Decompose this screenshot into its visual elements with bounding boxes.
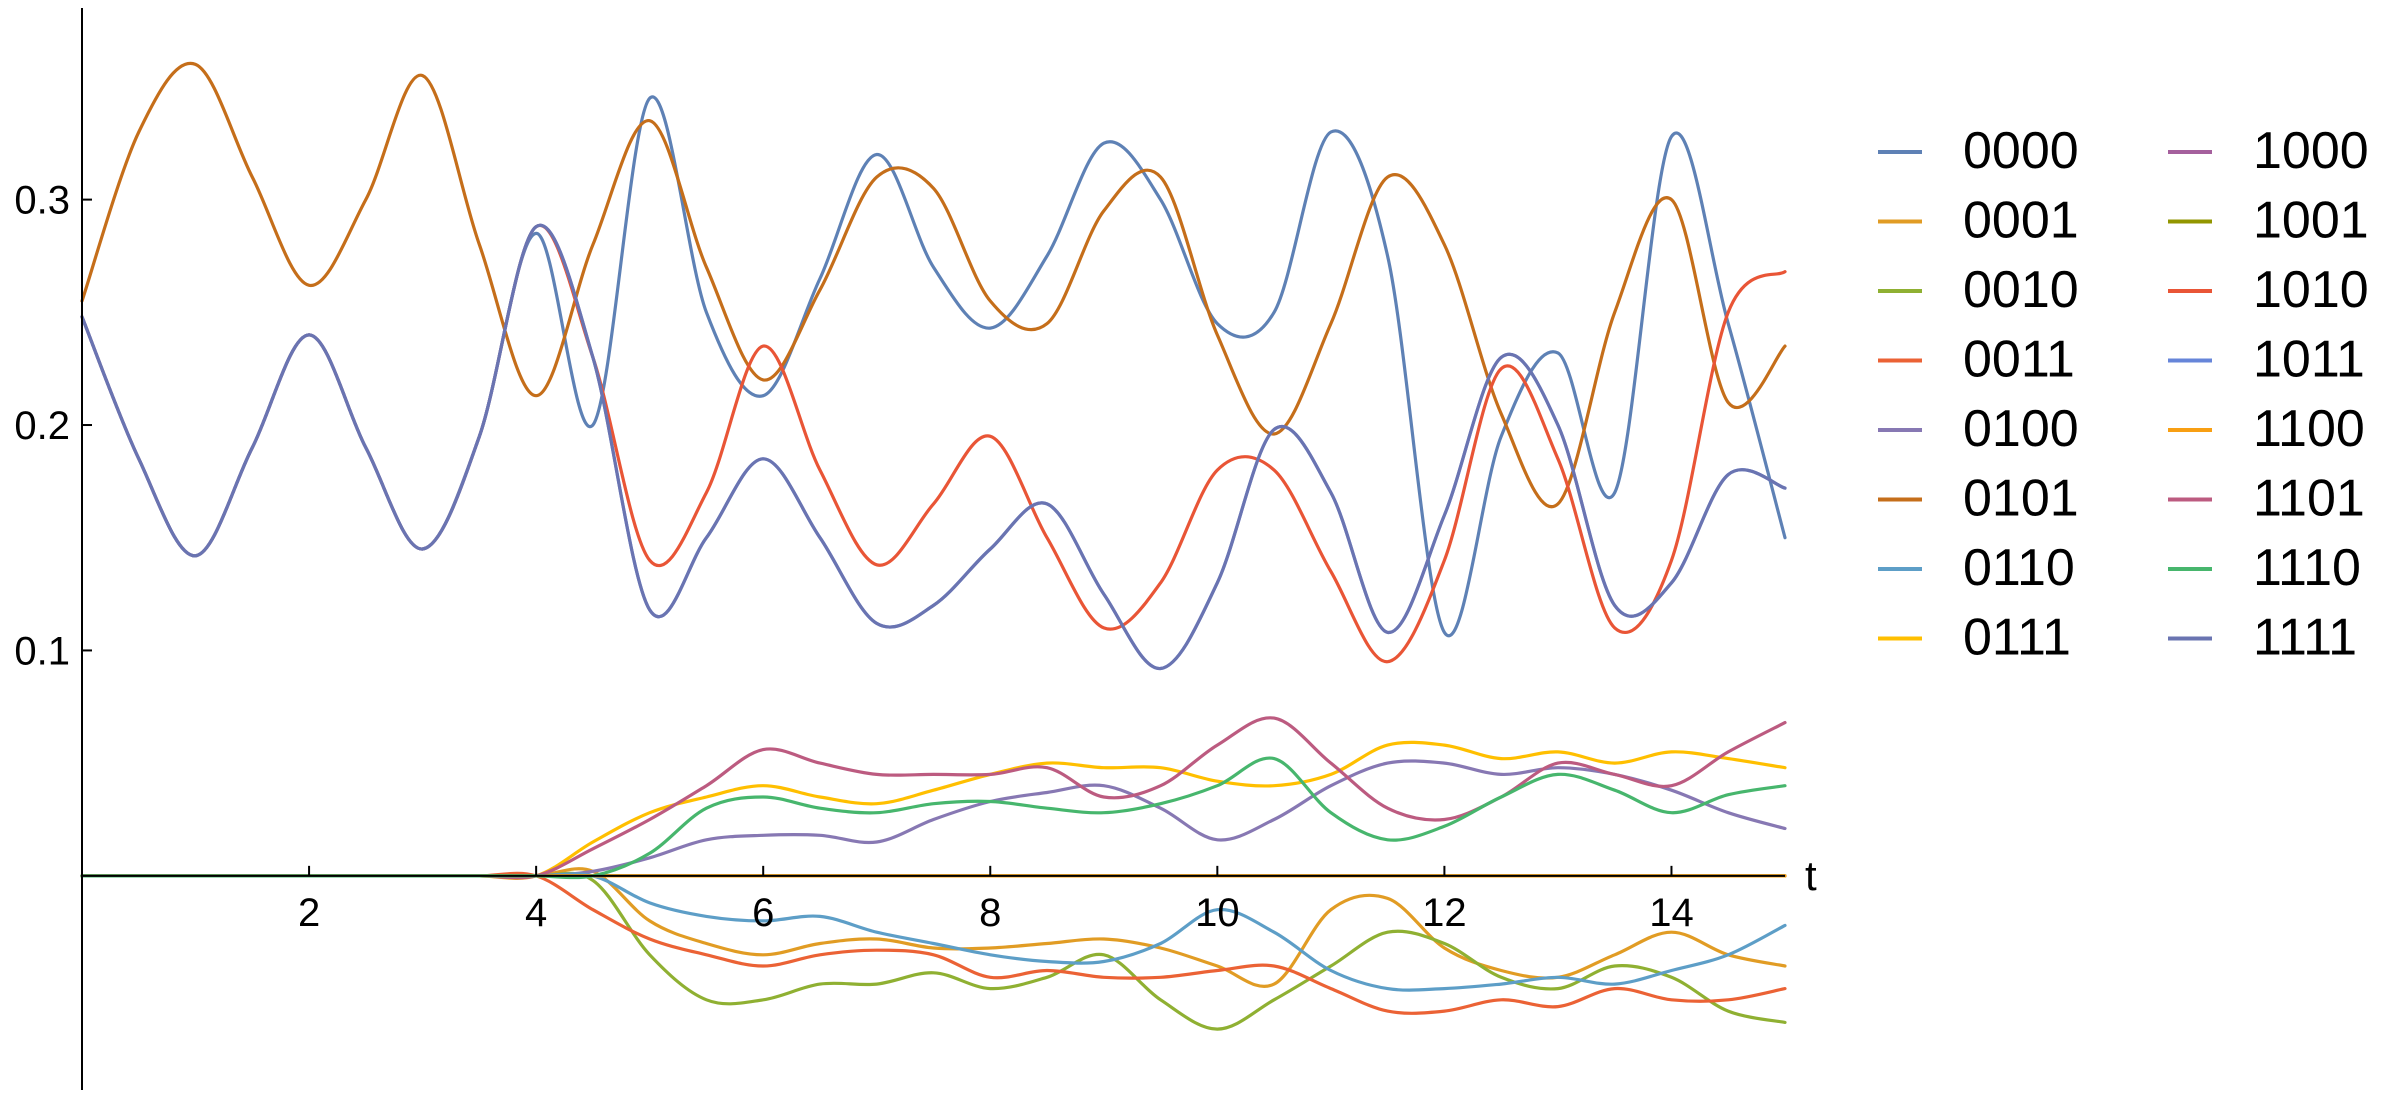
plot-lines xyxy=(80,61,1787,1031)
series-line-0101 xyxy=(80,61,1787,509)
x-tick-label: 8 xyxy=(979,891,1001,935)
x-axis-label: t xyxy=(1805,852,1817,899)
axes xyxy=(81,8,1785,1090)
legend-label: 1101 xyxy=(2253,470,2365,528)
legend-label: 0011 xyxy=(1963,331,2075,389)
legend-label: 0101 xyxy=(1963,470,2079,528)
y-tick-label: 0.3 xyxy=(14,179,70,223)
series-line-1111 xyxy=(80,223,1787,671)
legend-label: 0001 xyxy=(1963,192,2079,250)
legend-label: 0100 xyxy=(1963,400,2079,458)
x-tick-label: 6 xyxy=(752,891,774,935)
legend-label: 1010 xyxy=(2253,261,2369,319)
legend-label: 0010 xyxy=(1963,261,2079,319)
series-line-0000 xyxy=(80,95,1787,638)
series-line-0111 xyxy=(80,740,1787,880)
y-ticks: 0.1 0.2 0.3 xyxy=(14,179,92,673)
x-tick-label: 14 xyxy=(1649,891,1694,935)
legend-label: 0000 xyxy=(1963,122,2079,180)
legend-label: 1100 xyxy=(2253,400,2365,458)
legend-label: 1111 xyxy=(2253,609,2357,667)
series-line-1101 xyxy=(80,716,1787,880)
x-tick-label: 12 xyxy=(1422,891,1467,935)
x-tick-label: 2 xyxy=(298,891,320,935)
series-line-1011 xyxy=(80,223,1787,671)
series-line-0010 xyxy=(80,871,1787,1031)
series-line-0001 xyxy=(80,867,1787,988)
x-ticks: 2 4 6 8 10 12 14 xyxy=(298,865,1694,935)
x-tick-label: 4 xyxy=(525,891,547,935)
legend-label: 0111 xyxy=(1963,609,2071,667)
series-line-1010 xyxy=(80,223,1787,664)
legend: 0000 0001 0010 0011 0100 0101 0110 0111 1000 1001… xyxy=(1878,122,2369,667)
legend-label: 1000 xyxy=(2253,122,2369,180)
legend-label: 0110 xyxy=(1963,539,2075,597)
legend-label: 1001 xyxy=(2253,192,2369,250)
y-tick-label: 0.1 xyxy=(14,629,70,673)
legend-label: 1110 xyxy=(2253,539,2361,597)
legend-label: 1011 xyxy=(2253,331,2365,389)
y-tick-label: 0.2 xyxy=(14,404,70,448)
x-tick-label: 10 xyxy=(1195,891,1240,935)
